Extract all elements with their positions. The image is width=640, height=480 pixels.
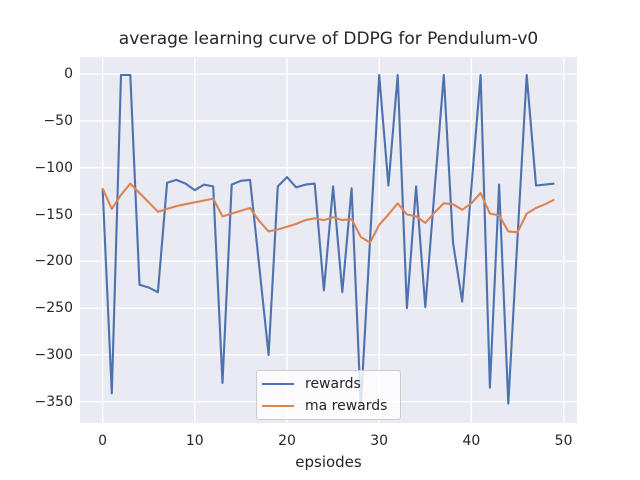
legend-label-ma-rewards: ma rewards xyxy=(305,398,388,414)
rewards-line-swatch xyxy=(262,382,294,386)
x-tick-label: 0 xyxy=(98,433,108,449)
plot-area xyxy=(80,57,577,423)
legend-label-rewards: rewards xyxy=(305,376,361,392)
legend: rewards ma rewards xyxy=(256,370,401,420)
x-tick-label: 10 xyxy=(185,433,204,449)
y-tick-label: −200 xyxy=(34,253,73,270)
x-tick-label: 30 xyxy=(370,433,389,449)
legend-item-rewards: rewards xyxy=(262,373,400,395)
x-tick-label: 20 xyxy=(278,433,296,449)
x-tick-label: 50 xyxy=(554,433,573,449)
ma-rewards-line-swatch xyxy=(262,404,294,408)
legend-item-ma-rewards: ma rewards xyxy=(262,395,400,417)
y-tick-label: −250 xyxy=(34,300,73,317)
y-tick-label: −100 xyxy=(34,159,73,176)
y-tick-label: −50 xyxy=(43,112,73,129)
y-tick-label: −300 xyxy=(34,346,73,363)
y-tick-label: 0 xyxy=(64,66,73,83)
y-tick-label: −150 xyxy=(34,206,73,223)
x-tick-label: 40 xyxy=(462,433,481,449)
chart-title: average learning curve of DDPG for Pendu… xyxy=(118,29,539,49)
x-axis-label: epsiodes xyxy=(295,453,362,471)
y-tick-label: −350 xyxy=(34,393,73,410)
